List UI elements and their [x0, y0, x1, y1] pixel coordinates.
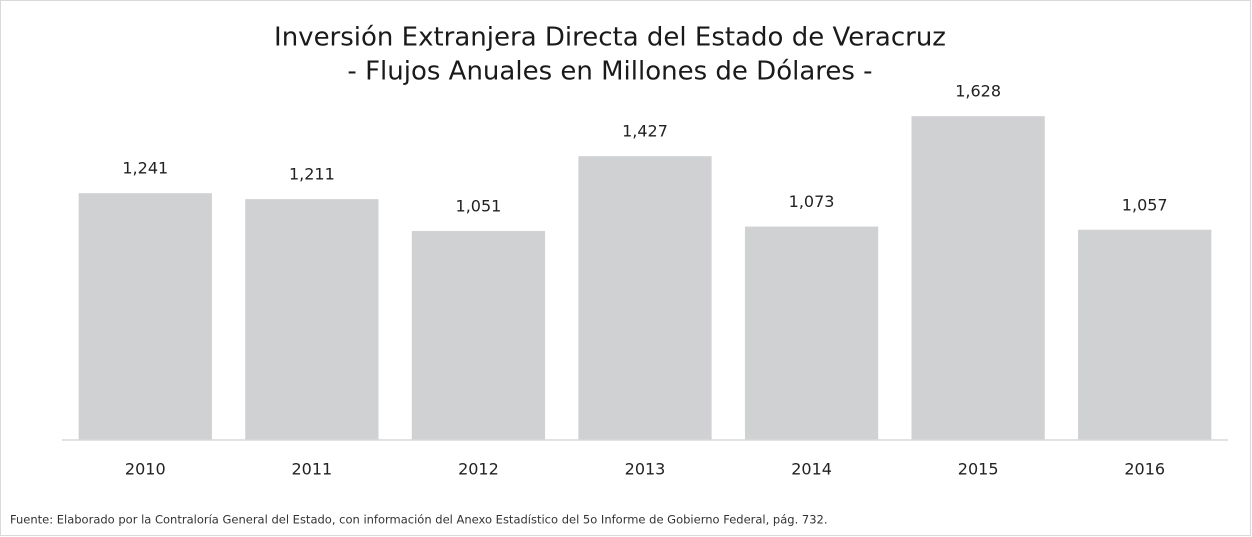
chart-title: Inversión Extranjera Directa del Estado …: [274, 23, 946, 53]
bar: [911, 116, 1045, 440]
source-note: Fuente: Elaborado por la Contraloría Gen…: [10, 513, 828, 527]
x-tick-label: 2014: [791, 460, 832, 479]
x-tick-label: 2010: [125, 460, 166, 479]
value-label: 1,211: [289, 165, 335, 184]
bar: [1078, 229, 1212, 440]
value-label: 1,057: [1122, 195, 1168, 214]
bar: [578, 156, 712, 441]
value-label: 1,427: [622, 122, 668, 141]
bar: [411, 230, 546, 440]
x-tick-label: 2013: [625, 460, 666, 479]
value-label: 1,241: [122, 159, 168, 178]
x-tick-label: 2015: [958, 460, 999, 479]
x-tick-label: 2012: [458, 460, 499, 479]
value-label: 1,073: [789, 192, 835, 211]
bar: [78, 193, 212, 440]
bar: [744, 226, 879, 440]
bar: [245, 199, 379, 440]
value-label: 1,051: [456, 196, 502, 215]
x-tick-label: 2016: [1124, 460, 1165, 479]
x-tick-label: 2011: [291, 460, 332, 479]
value-label: 1,628: [955, 82, 1001, 101]
chart-subtitle: - Flujos Anuales en Millones de Dólares …: [347, 57, 872, 87]
